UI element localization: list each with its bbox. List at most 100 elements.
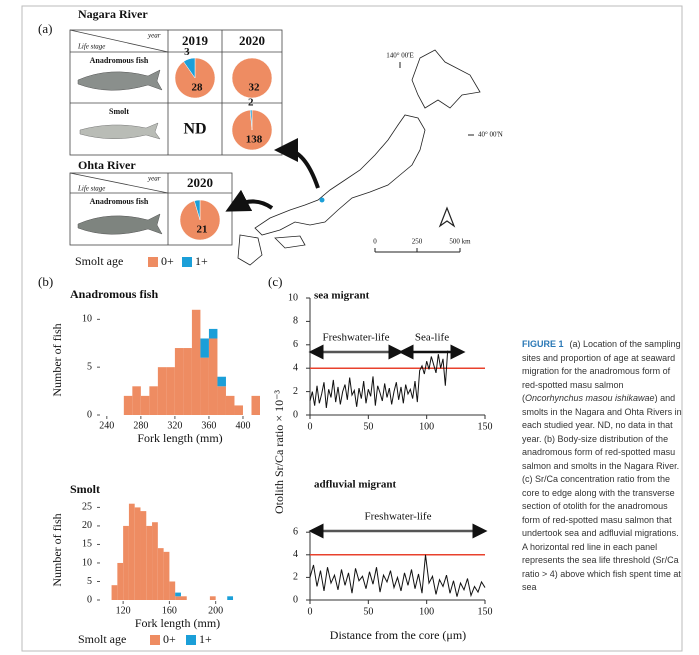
x-tick-label: 120 bbox=[116, 605, 131, 616]
x-tick-label: 360 bbox=[201, 420, 216, 431]
annotation: Sea-life bbox=[415, 332, 449, 344]
legend-title: Smolt age bbox=[75, 254, 123, 268]
legend-label: 0+ bbox=[163, 632, 176, 646]
x-tick-label: 150 bbox=[478, 606, 493, 617]
y-tick-label: 5 bbox=[87, 576, 92, 587]
map-longitude: 140° 00'E bbox=[386, 52, 414, 60]
histogram-bar bbox=[181, 596, 187, 600]
map-japan bbox=[238, 50, 480, 265]
histogram-bar bbox=[117, 563, 123, 600]
panel-label: (c) bbox=[268, 274, 282, 289]
fish-image bbox=[78, 70, 162, 234]
histogram-bar bbox=[132, 386, 141, 415]
y-tick-label: 4 bbox=[293, 362, 298, 373]
x-axis-label: Distance from the core (μm) bbox=[330, 628, 466, 642]
x-axis-label: Fork length (mm) bbox=[137, 431, 222, 445]
legend-swatch bbox=[148, 257, 158, 267]
x-tick-label: 0 bbox=[308, 421, 313, 432]
y-tick-label: 10 bbox=[82, 557, 92, 568]
histogram-bar bbox=[158, 367, 167, 415]
pointer-arrow bbox=[286, 150, 318, 188]
legend-label: 1+ bbox=[195, 254, 208, 268]
x-axis-label: Fork length (mm) bbox=[135, 616, 220, 630]
y-tick-label: 25 bbox=[82, 502, 92, 513]
x-tick-label: 400 bbox=[235, 420, 250, 431]
y-axis-label: Number of fish bbox=[50, 513, 64, 586]
legend-label: 1+ bbox=[199, 632, 212, 646]
histogram-bar bbox=[217, 386, 226, 415]
histogram-bar bbox=[251, 396, 260, 415]
pie-label: 138 bbox=[246, 134, 263, 146]
x-tick-label: 160 bbox=[162, 605, 177, 616]
histogram-bar bbox=[175, 593, 181, 597]
header-year: year bbox=[147, 32, 161, 40]
stage-label: Smolt bbox=[109, 107, 129, 116]
y-tick-label: 10 bbox=[288, 292, 298, 303]
y-axis-label: Otolith Sr/Ca ratio × 10⁻³ bbox=[272, 390, 286, 514]
pie-label: 3 bbox=[184, 46, 190, 58]
histogram-bar bbox=[209, 329, 218, 339]
histogram-bar bbox=[209, 338, 218, 415]
histogram-bar bbox=[152, 522, 158, 600]
x-tick-label: 0 bbox=[308, 606, 313, 617]
histogram-bar bbox=[227, 596, 233, 600]
y-tick-label: 0 bbox=[87, 409, 92, 420]
header-stage: Life stage bbox=[77, 43, 105, 51]
y-tick-label: 10 bbox=[82, 314, 92, 325]
y-tick-label: 2 bbox=[293, 386, 298, 397]
header-year: year bbox=[147, 175, 161, 183]
y-tick-label: 6 bbox=[293, 339, 298, 350]
chart-title: Smolt bbox=[70, 482, 100, 496]
histogram-bar bbox=[124, 396, 133, 415]
histogram-bar bbox=[123, 526, 129, 600]
histogram-bar bbox=[112, 585, 118, 600]
legend-swatch bbox=[186, 635, 196, 645]
scale-bar bbox=[375, 248, 460, 252]
scale-label: 500 km bbox=[449, 238, 471, 246]
histogram-bar bbox=[217, 377, 226, 387]
x-tick-label: 150 bbox=[478, 421, 493, 432]
pointer-arrow bbox=[236, 201, 272, 208]
y-tick-label: 4 bbox=[293, 549, 298, 560]
histogram-bar bbox=[175, 348, 184, 415]
annotation: Freshwater-life bbox=[365, 511, 432, 523]
year-header: 2020 bbox=[187, 175, 213, 190]
x-tick-label: 50 bbox=[363, 606, 373, 617]
y-tick-label: 0 bbox=[293, 594, 298, 605]
river-title: Nagara River bbox=[78, 7, 148, 21]
pie-label: 21 bbox=[197, 224, 208, 236]
histogram-bar bbox=[164, 552, 170, 600]
histogram-bar bbox=[149, 386, 158, 415]
year-header: 2020 bbox=[239, 33, 265, 48]
histogram-bar bbox=[166, 367, 175, 415]
legend-title: Smolt age bbox=[78, 632, 126, 646]
histogram-bar bbox=[175, 596, 181, 600]
x-tick-label: 200 bbox=[208, 605, 223, 616]
legend-label: 0+ bbox=[161, 254, 174, 268]
x-tick-label: 100 bbox=[419, 606, 434, 617]
data-line bbox=[310, 351, 448, 408]
y-tick-label: 20 bbox=[82, 520, 92, 531]
chart-title: Anadromous fish bbox=[70, 287, 158, 301]
caption-label: FIGURE 1 bbox=[522, 339, 564, 349]
pie-label: 2 bbox=[248, 97, 254, 109]
legend-swatch bbox=[182, 257, 192, 267]
panel-label: (b) bbox=[38, 274, 53, 289]
y-tick-label: 0 bbox=[87, 594, 92, 605]
y-tick-label: 5 bbox=[87, 361, 92, 372]
histogram-bar bbox=[135, 507, 141, 600]
histogram-bar bbox=[129, 504, 135, 600]
caption-text: ) and smolts in the Nagara and Ohta Rive… bbox=[522, 393, 682, 592]
annotation: Freshwater-life bbox=[323, 332, 390, 344]
histogram-bar bbox=[200, 358, 209, 415]
histogram-bar bbox=[210, 596, 216, 600]
histogram-bar bbox=[158, 548, 164, 600]
map-latitude: 40° 00'N bbox=[478, 131, 503, 139]
stage-label: Anadromous fish bbox=[90, 197, 149, 206]
scale-label: 250 bbox=[412, 238, 423, 246]
x-tick-label: 100 bbox=[419, 421, 434, 432]
histogram-bar bbox=[192, 310, 201, 415]
x-tick-label: 320 bbox=[167, 420, 182, 431]
pie-label: 32 bbox=[249, 82, 261, 94]
y-tick-label: 15 bbox=[82, 539, 92, 550]
